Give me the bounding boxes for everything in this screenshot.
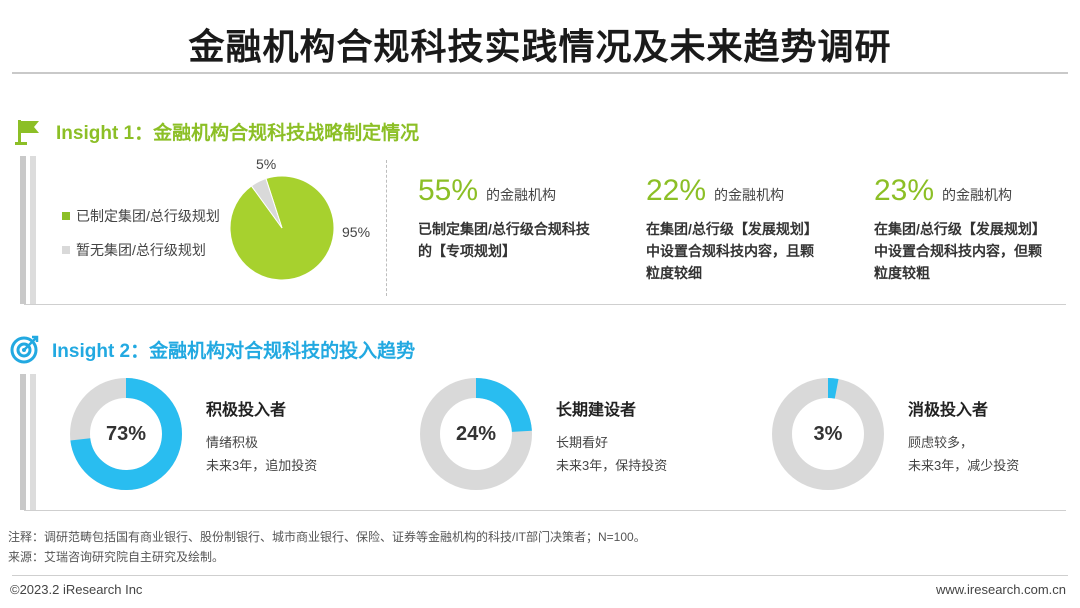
stat-description: 在集团/总行级【发展规划】 中设置合规科技内容，但颗 粒度较粗 (874, 221, 1046, 281)
page-title: 金融机构合规科技实践情况及未来趋势调研 (188, 26, 892, 67)
stat-value: 55% (418, 174, 479, 207)
group-line-1: 情绪积极 (206, 435, 259, 450)
stat-coarse-plan: 23% 的金融机构 在集团/总行级【发展规划】 中设置合规科技内容，但颗 粒度较粗 (874, 174, 1074, 284)
insight2-bar-light (30, 374, 36, 510)
strategy-pie-chart (230, 176, 334, 280)
insight2-heading-text: Insight 2：金融机构对合规科技的投入趋势 (52, 340, 416, 362)
footnote: 注释：调研范畴包括国有商业银行、股份制银行、城市商业银行、保险、证券等金融机构的… (8, 530, 646, 544)
legend-item-planned: 已制定集团/总行级规划 (62, 206, 220, 226)
title-divider (12, 72, 1068, 74)
group-line-2: 未来3年，减少投资 (908, 458, 1020, 473)
website-link[interactable]: www.iresearch.com.cn (935, 582, 1066, 597)
donut-value-arc (772, 378, 884, 490)
donut-chart (420, 378, 532, 490)
insight1-bottom-rule (24, 304, 1066, 305)
donut-value-arc (420, 378, 532, 490)
group-title: 长期建设者 (556, 402, 637, 419)
legend-label: 已制定集团/总行级规划 (76, 208, 220, 224)
stat-special-plan: 55% 的金融机构 已制定集团/总行级合规科技 的【专项规划】 (418, 174, 618, 262)
insight1-heading-text: Insight 1：金融机构合规科技战略制定情况 (56, 122, 420, 144)
stat-unit: 的金融机构 (714, 187, 785, 203)
legend-label: 暂无集团/总行级规划 (76, 242, 206, 258)
stat-unit: 的金融机构 (942, 187, 1013, 203)
group-line-1: 长期看好 (556, 435, 609, 450)
donut-chart (772, 378, 884, 490)
stat-description: 已制定集团/总行级合规科技 的【专项规划】 (418, 221, 590, 259)
group-line-2: 未来3年，保持投资 (556, 458, 668, 473)
legend-swatch-green (62, 212, 70, 220)
donut-longterm: 24% (420, 378, 532, 490)
insight1-heading: Insight 1：金融机构合规科技战略制定情况 (14, 116, 419, 146)
stat-value: 23% (874, 174, 935, 207)
group-longterm: 长期建设者 长期看好 未来3年，保持投资 (556, 396, 756, 474)
pie-label-large: 95% (342, 224, 371, 240)
group-title: 积极投入者 (206, 402, 287, 419)
insight2-heading: Insight 2：金融机构对合规科技的投入趋势 (10, 334, 415, 364)
pie-slice-none (250, 177, 283, 229)
source-note: 来源：艾瑞咨询研究院自主研究及绘制。 (8, 550, 225, 564)
stat-description: 在集团/总行级【发展规划】 中设置合规科技内容，且颗 粒度较细 (646, 221, 818, 281)
insight1-bar-light (30, 156, 36, 304)
footer-divider (12, 575, 1068, 576)
donut-value-arc (70, 378, 182, 490)
target-icon (10, 335, 39, 364)
donut-percent: 24% (455, 422, 497, 445)
pie-label-small: 5% (256, 156, 277, 172)
legend-swatch-grey (62, 246, 70, 254)
dashed-separator (386, 160, 387, 296)
insight1-bar-dark (20, 156, 26, 304)
group-passive: 消极投入者 顾虑较多， 未来3年，减少投资 (908, 396, 1080, 474)
donut-percent: 73% (105, 422, 147, 445)
insight2-bottom-rule (24, 510, 1066, 511)
stat-detailed-plan: 22% 的金融机构 在集团/总行级【发展规划】 中设置合规科技内容，且颗 粒度较细 (646, 174, 846, 284)
legend-item-none: 暂无集团/总行级规划 (62, 240, 206, 260)
donut-active: 73% (70, 378, 182, 490)
group-line-2: 未来3年，追加投资 (206, 458, 318, 473)
stat-value: 22% (646, 174, 707, 207)
group-title: 消极投入者 (908, 402, 989, 419)
donut-passive: 3% (772, 378, 884, 490)
group-active: 积极投入者 情绪积极 未来3年，追加投资 (206, 396, 406, 474)
donut-percent: 3% (813, 422, 843, 445)
group-line-1: 顾虑较多， (908, 435, 974, 450)
stat-unit: 的金融机构 (486, 187, 557, 203)
donut-chart (70, 378, 182, 490)
flag-icon (15, 120, 39, 145)
insight2-bar-dark (20, 374, 26, 510)
copyright: ©2023.2 iResearch Inc (10, 582, 143, 597)
